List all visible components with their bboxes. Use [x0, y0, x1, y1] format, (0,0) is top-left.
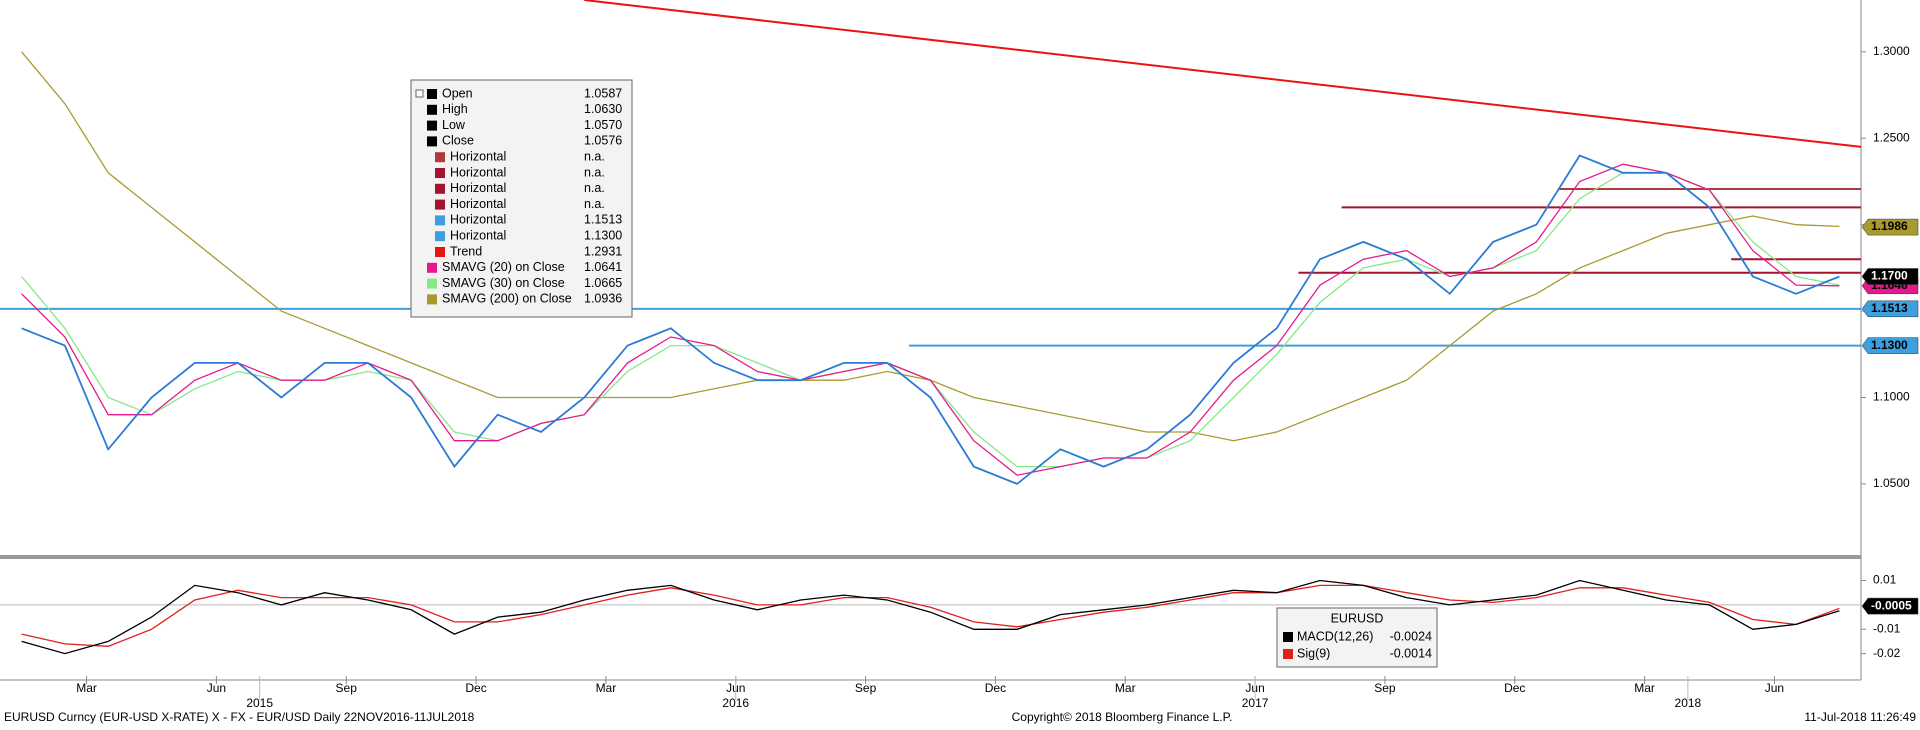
legend-value: 1.0587 [584, 86, 622, 100]
x-tick-label: Dec [1504, 681, 1525, 695]
x-tick-label: Dec [985, 681, 1006, 695]
legend-value: 1.0630 [584, 102, 622, 116]
legend-value: 1.0570 [584, 118, 622, 132]
series-line [21, 154, 1840, 485]
legend-label: MACD(12,26) [1297, 629, 1373, 643]
legend-value: n.a. [584, 197, 605, 211]
axis-tag-label: 1.1700 [1871, 269, 1908, 283]
legend-value: -0.0024 [1390, 629, 1432, 643]
legend-swatch [435, 247, 445, 257]
axis-tag-label: -0.0005 [1871, 598, 1912, 612]
year-label: 2015 [246, 696, 273, 710]
series-line [21, 579, 1840, 655]
macd-box-frame [1276, 607, 1438, 668]
x-tick-label: Mar [596, 681, 617, 695]
legend-value: n.a. [584, 165, 605, 179]
collapse-icon [415, 89, 424, 98]
axis-tag-label: 1.1300 [1871, 338, 1908, 352]
legend-value: -0.0014 [1390, 646, 1432, 660]
legend-swatch [1283, 632, 1293, 642]
legend-swatch [435, 152, 445, 163]
legend-swatch [435, 215, 445, 226]
legend-label: Horizontal [450, 213, 506, 227]
y-tick-label: 1.2500 [1873, 130, 1910, 144]
x-tick-label: Jun [207, 681, 226, 695]
footer-right: 11-Jul-2018 11:26:49 [1804, 710, 1916, 724]
x-tick-label: Dec [465, 681, 486, 695]
x-tick-label: Sep [855, 681, 877, 695]
x-tick-label: Sep [336, 681, 358, 695]
legend-value: n.a. [584, 149, 605, 163]
legend-value: 1.0936 [584, 292, 622, 306]
legend-label: SMAVG (20) on Close [442, 260, 565, 274]
macd-box-title: EURUSD [1331, 611, 1384, 625]
legend-label: Trend [450, 244, 482, 258]
axis-tag [1861, 218, 1919, 236]
year-label: 2018 [1675, 696, 1702, 710]
legend-label: Horizontal [450, 197, 506, 211]
legend-swatch [427, 136, 437, 147]
axis-tag-label: 1.1986 [1871, 219, 1908, 233]
axis-tag-label: 1.1513 [1871, 301, 1908, 315]
legend-value: 1.2931 [584, 244, 622, 258]
series-line [21, 163, 1840, 476]
info-box-frame [410, 79, 633, 318]
trend-line [584, 0, 1862, 148]
x-tick-label: Mar [76, 681, 97, 695]
year-label: 2017 [1242, 696, 1269, 710]
legend-value: 1.0665 [584, 276, 622, 290]
axis-tag [1861, 300, 1919, 318]
legend-value: 1.0576 [584, 134, 622, 148]
legend-swatch [435, 231, 445, 242]
panel-separator [0, 555, 1861, 559]
x-tick-label: Sep [1374, 681, 1396, 695]
legend-label: Sig(9) [1297, 646, 1330, 660]
legend-swatch [435, 168, 445, 178]
macd-info-box: EURUSD MACD(12,26) -0.0024 Sig(9) -0.0014 [1276, 607, 1438, 668]
legend-swatch [427, 104, 437, 115]
legend-swatch [427, 262, 437, 273]
legend-label: SMAVG (30) on Close [442, 276, 565, 290]
axis-tag [1861, 268, 1919, 285]
year-label: 2016 [722, 696, 749, 710]
x-tick-label: Mar [1634, 681, 1655, 695]
axis-tag [1861, 337, 1919, 354]
y-tick-label: 1.0500 [1873, 476, 1910, 490]
legend-label: Horizontal [450, 165, 506, 179]
y-tick-label: 0.01 [1873, 573, 1897, 587]
legend-label: Horizontal [450, 228, 506, 242]
legend-label: Horizontal [450, 149, 506, 163]
legend-value: 1.0641 [584, 260, 622, 274]
legend-value: n.a. [584, 181, 605, 195]
legend-swatch [427, 89, 437, 99]
series-line [21, 584, 1840, 647]
y-tick-label: -0.01 [1873, 621, 1901, 635]
legend-label: Open [442, 86, 473, 100]
legend-swatch [427, 294, 437, 305]
footer-center: Copyright© 2018 Bloomberg Finance L.P. [1012, 710, 1233, 724]
legend-value: 1.1513 [584, 213, 622, 227]
legend-swatch [1283, 649, 1293, 659]
x-tick-label: Mar [1115, 681, 1136, 695]
y-tick-label: -0.02 [1873, 646, 1901, 660]
legend-label: Close [442, 134, 474, 148]
axis-tag [1861, 597, 1919, 615]
legend-swatch [435, 199, 445, 210]
legend-swatch [427, 278, 437, 289]
legend-label: Low [442, 118, 466, 132]
legend-value: 1.1300 [584, 228, 622, 242]
footer-left: EURUSD Curncy (EUR-USD X-RATE) X - FX - … [4, 710, 475, 724]
legend-label: Horizontal [450, 181, 506, 195]
legend-label: High [442, 102, 468, 116]
y-tick-label: 1.3000 [1873, 44, 1910, 58]
legend-swatch [435, 183, 445, 194]
legend-swatch [427, 120, 437, 131]
info-box: Open 1.0587 High 1.0630 Low 1.0570 Close 1.0576… [410, 79, 633, 318]
x-tick-label: Jun [1765, 681, 1784, 695]
legend-label: SMAVG (200) on Close [442, 292, 572, 306]
y-tick-label: 1.1000 [1873, 390, 1910, 404]
